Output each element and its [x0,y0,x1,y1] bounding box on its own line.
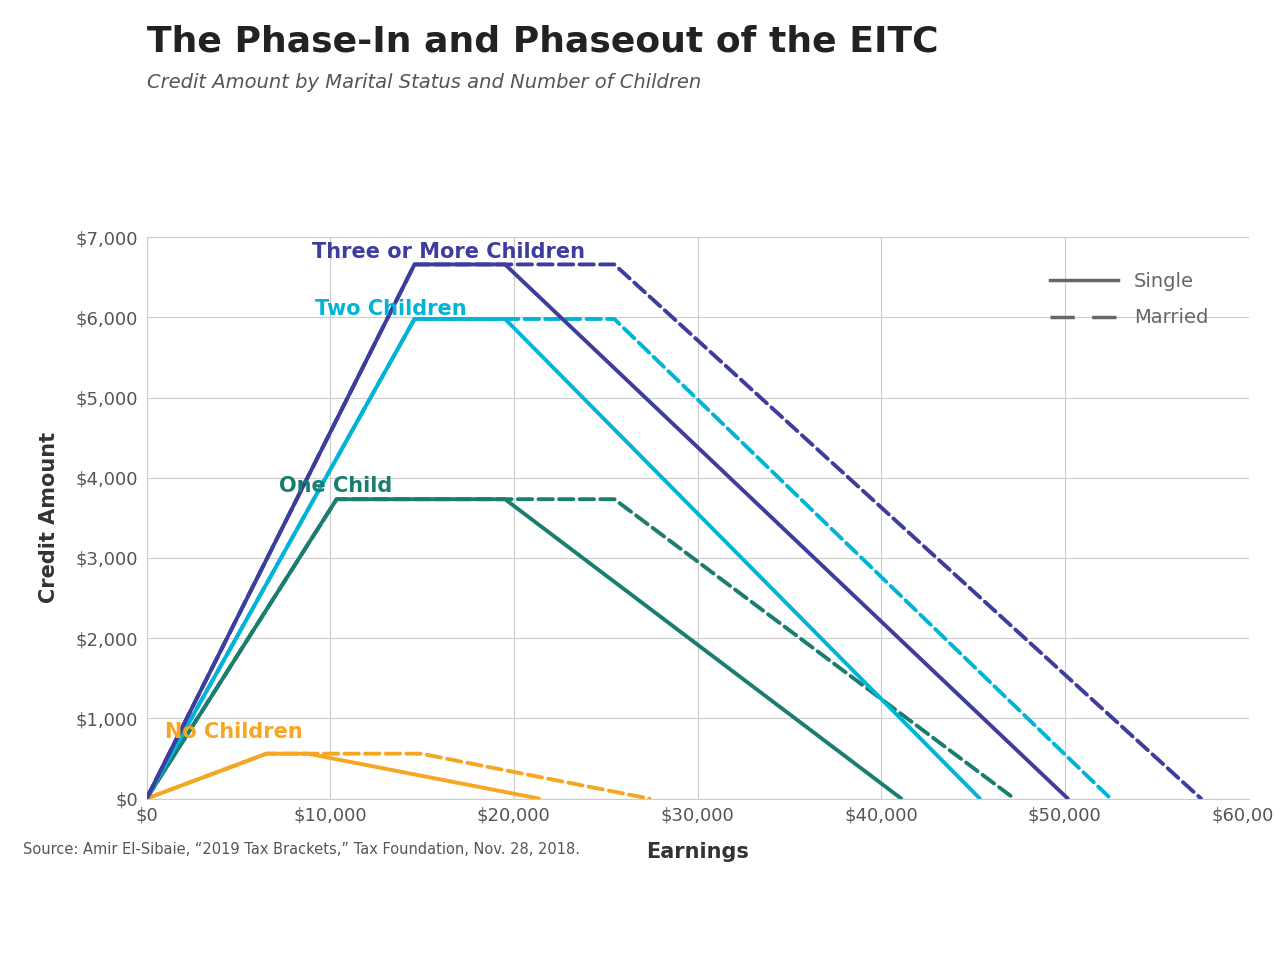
Text: TAX FOUNDATION: TAX FOUNDATION [23,923,257,947]
Text: @TaxFoundation: @TaxFoundation [1033,923,1251,947]
Text: Three or More Children: Three or More Children [312,242,585,261]
X-axis label: Earnings: Earnings [646,841,749,862]
Text: One Child: One Child [279,476,392,496]
Legend: Single, Married: Single, Married [1031,253,1228,347]
Text: The Phase-In and Phaseout of the EITC: The Phase-In and Phaseout of the EITC [147,24,938,58]
Text: No Children: No Children [164,722,303,742]
Text: Credit Amount by Marital Status and Number of Children: Credit Amount by Marital Status and Numb… [147,73,701,92]
Text: Source: Amir El-Sibaie, “2019 Tax Brackets,” Tax Foundation, Nov. 28, 2018.: Source: Amir El-Sibaie, “2019 Tax Bracke… [23,842,580,857]
Text: Two Children: Two Children [316,299,468,319]
Y-axis label: Credit Amount: Credit Amount [39,433,59,603]
